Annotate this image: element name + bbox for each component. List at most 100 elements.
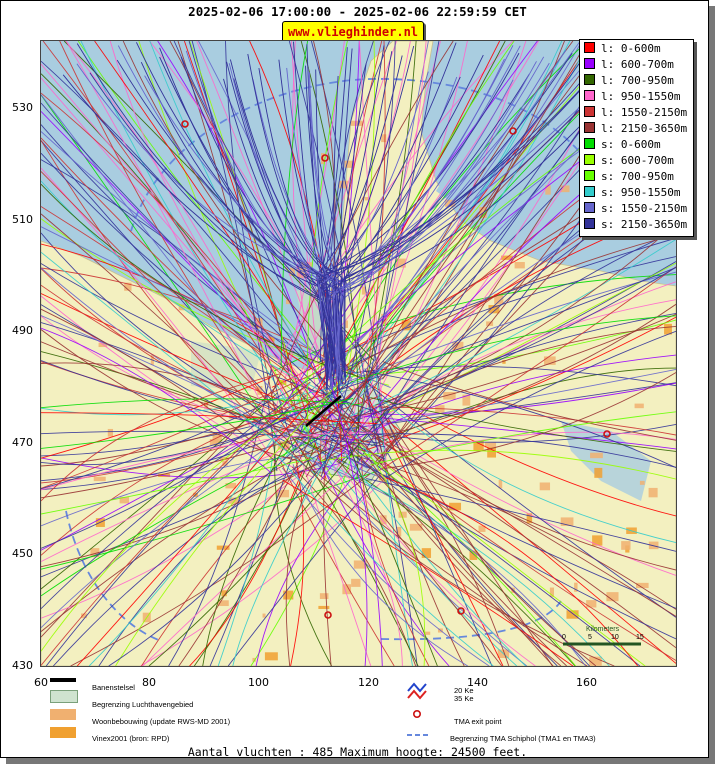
flight-track: [140, 62, 339, 388]
flight-track: [41, 366, 330, 489]
flight-track: [41, 183, 363, 379]
flight-track: [229, 59, 343, 381]
flight-track: [344, 452, 527, 666]
flight-track: [258, 68, 346, 376]
urban-block: [285, 299, 291, 305]
flight-track: [378, 266, 676, 472]
urban-block: [351, 578, 361, 587]
flight-track: [76, 63, 340, 383]
urban-block: [574, 582, 578, 592]
urban-block: [594, 467, 603, 478]
flight-track: [41, 458, 313, 515]
flight-track: [318, 71, 429, 381]
flight-track: [292, 464, 469, 666]
flight-track: [159, 47, 347, 377]
flight-track: [76, 43, 337, 374]
y-tick: 490: [12, 324, 33, 337]
flight-track: [89, 72, 332, 381]
site-link[interactable]: www.vlieghinder.nl: [282, 21, 424, 43]
flight-track: [41, 308, 277, 463]
map-key: Banenstelsel Begrenzing Luchthavengebied…: [40, 676, 675, 746]
time-range-title: 2025-02-06 17:00:00 - 2025-02-06 22:59:5…: [188, 4, 527, 19]
flight-track: [62, 74, 335, 380]
flight-track: [45, 404, 294, 666]
y-tick: 530: [12, 101, 33, 114]
flight-track: [122, 41, 353, 372]
flight-track: [321, 41, 590, 441]
flight-track: [334, 41, 527, 473]
flight-track: [320, 55, 611, 372]
urban-block: [344, 320, 348, 329]
urban-block: [648, 487, 658, 498]
legend-swatch: [584, 170, 595, 181]
urban-block: [473, 440, 484, 451]
flight-map[interactable]: Kilometers 0 5 10 15: [40, 40, 677, 667]
flight-track: [326, 239, 676, 427]
flight-track: [41, 243, 322, 376]
flight-track: [318, 47, 348, 383]
legend-label: l: 700-950m: [601, 74, 674, 87]
flight-track: [117, 45, 332, 389]
legend-label: s: 600-700m: [601, 154, 674, 167]
legend-item: l: 2150-3650m: [584, 122, 687, 136]
urban-block: [636, 582, 649, 589]
urban-block: [227, 497, 240, 504]
urban-block: [93, 476, 106, 482]
flight-track: [307, 68, 342, 382]
flight-track: [372, 299, 676, 420]
flight-track: [41, 398, 363, 409]
x-tick: 80: [142, 676, 156, 689]
urban-block: [514, 262, 525, 269]
legend-swatch: [584, 42, 595, 53]
urban-block: [639, 480, 645, 485]
flight-track: [42, 41, 305, 422]
flight-track: [41, 398, 354, 449]
flight-track: [303, 441, 576, 666]
flight-track: [80, 41, 319, 445]
urban-block: [502, 359, 506, 364]
urban-block: [634, 403, 644, 409]
legend-label: s: 2150-3650m: [601, 218, 688, 231]
flight-track: [321, 54, 612, 375]
legend-item: l: 950-1550m: [584, 90, 680, 104]
legend-item: s: 600-700m: [584, 154, 674, 168]
legend-swatch: [584, 138, 595, 149]
flight-track: [286, 67, 341, 379]
urban-block: [560, 185, 570, 193]
urban-block: [443, 392, 456, 400]
flight-track: [168, 365, 273, 666]
x-tick: 120: [358, 676, 379, 689]
urban-block: [261, 429, 269, 436]
tma-border: [65, 78, 602, 642]
flight-track: [185, 50, 340, 385]
flight-track: [305, 451, 528, 666]
x-tick: 100: [248, 676, 269, 689]
urban-block: [488, 305, 500, 314]
flight-track: [382, 41, 565, 380]
flight-track: [41, 394, 382, 484]
legend-item: s: 0-600m: [584, 138, 661, 152]
legend-item: s: 950-1550m: [584, 186, 680, 200]
urban-block: [494, 293, 504, 305]
flight-track: [368, 453, 426, 666]
legend-item: l: 600-700m: [584, 58, 674, 72]
vinex-label: Vinex2001 (bron: RPD): [92, 734, 170, 743]
urban-block: [539, 482, 551, 491]
flight-track: [326, 45, 415, 385]
urban-block: [318, 605, 330, 610]
flight-track: [41, 428, 357, 619]
flight-track: [65, 41, 281, 443]
flight-track: [41, 373, 280, 502]
flight-track: [297, 451, 610, 666]
urban-block: [396, 526, 402, 537]
flight-track: [77, 41, 334, 376]
urban-block: [225, 482, 237, 489]
urban-block: [378, 474, 392, 481]
flight-track: [232, 445, 335, 666]
flight-track: [288, 41, 379, 455]
scale-title: Kilometers: [586, 626, 620, 633]
flight-track: [116, 59, 343, 381]
housing-label: Woonbebouwing (update RWS-MD 2001): [92, 717, 231, 726]
flight-track: [368, 406, 676, 436]
flight-track: [304, 319, 676, 380]
